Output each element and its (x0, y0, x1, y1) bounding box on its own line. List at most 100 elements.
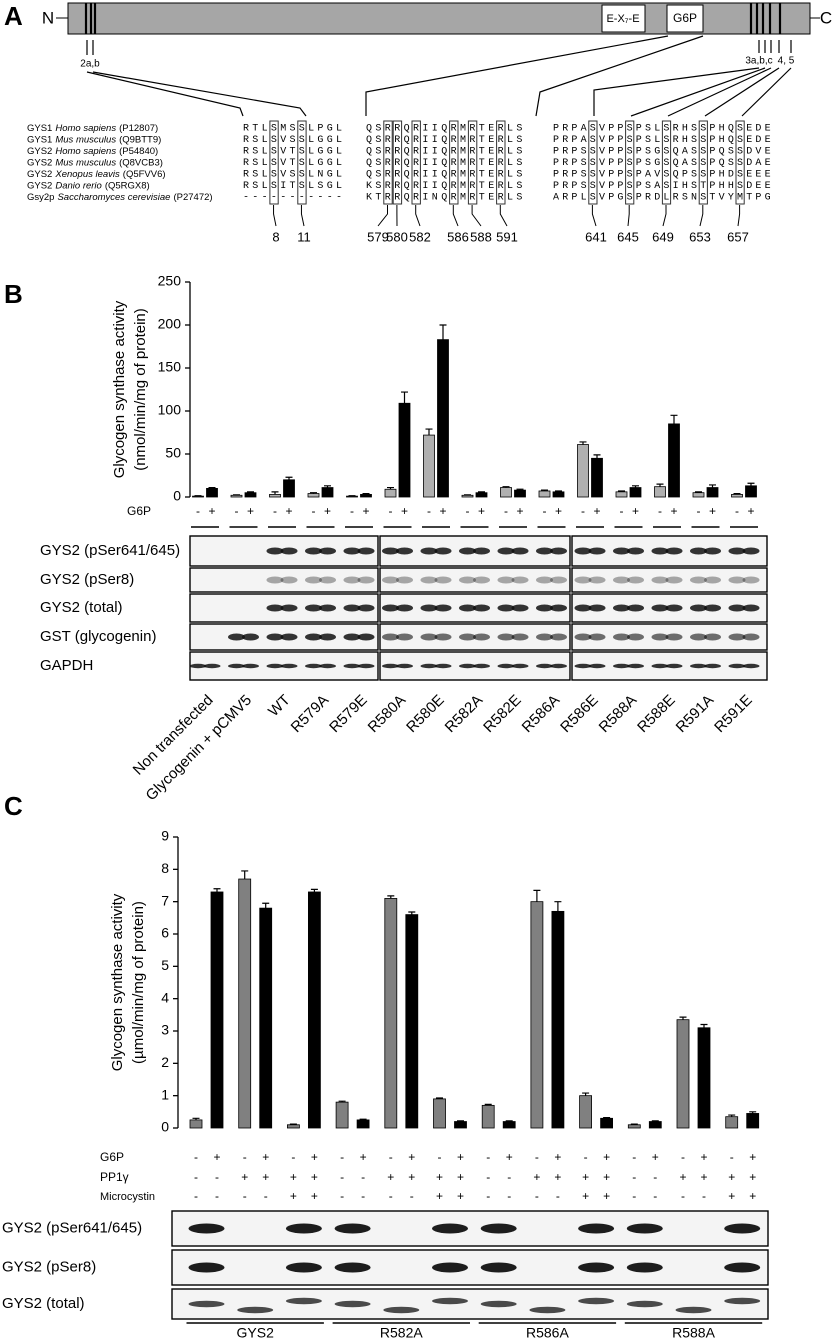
error-bar (579, 441, 587, 445)
bar (259, 907, 273, 1129)
condition-sign: - (632, 1170, 636, 1184)
condition-sign: - (361, 1189, 365, 1203)
blot-band (724, 1297, 761, 1305)
error-bar (271, 491, 279, 495)
motif-box (601, 4, 646, 33)
condition-sign: - (243, 1150, 247, 1164)
condition-sign: + (457, 1189, 464, 1203)
condition-sign: + (408, 1170, 415, 1184)
bar (551, 910, 565, 1129)
blot-band (203, 663, 221, 669)
sequence: RSLSVTSLGGL (243, 147, 345, 158)
condition-sign: + (213, 1150, 220, 1164)
condition-sign: + (749, 1150, 756, 1164)
blot-band (626, 1300, 663, 1308)
error-bar (324, 485, 331, 488)
species-label: GYS2 Mus musculus (Q8VCB3) (27, 157, 163, 168)
blot-band (382, 633, 399, 641)
blot-band (724, 1262, 761, 1273)
x-tick-label: WT (265, 692, 294, 721)
error-bar (656, 483, 664, 487)
error-bar (457, 1120, 464, 1122)
blot-band (529, 1306, 566, 1314)
blot-band (343, 547, 361, 555)
bar (514, 489, 526, 498)
g6p-sign: + (324, 504, 331, 518)
accession: (P12807) (119, 123, 158, 134)
blot-band (588, 604, 606, 612)
error-bar (728, 1114, 736, 1117)
gene: GYS2 (27, 169, 52, 180)
blot-band (578, 1297, 615, 1305)
blot-band (434, 576, 452, 584)
blot-band (626, 1223, 663, 1234)
blot-band (665, 547, 683, 555)
blot-band (420, 633, 438, 641)
error-bar (555, 490, 562, 492)
blot-band (266, 663, 284, 669)
residue-number: 580 (386, 229, 408, 244)
x-tick-label: R586E (557, 692, 601, 736)
blot-band (459, 547, 476, 555)
bar (405, 914, 419, 1129)
accession: (Q5RGX8) (105, 180, 150, 191)
y-tick-label: 200 (158, 316, 182, 332)
condition-sign: - (194, 1170, 198, 1184)
condition-sign: - (194, 1150, 198, 1164)
blot-band (237, 1306, 274, 1314)
blot-band (511, 633, 529, 641)
g6p-sign: + (285, 504, 292, 518)
blot-band (728, 576, 746, 584)
species: Mus musculus (55, 134, 116, 145)
blot-label: GYS2 (pSer8) (40, 571, 134, 588)
blot-band (319, 633, 336, 641)
residue-number: 582 (409, 229, 431, 244)
blot-band (627, 663, 644, 669)
blot-band (497, 604, 515, 612)
bar (502, 1121, 516, 1129)
g6p-sign: - (658, 504, 662, 518)
blot-frame (171, 1249, 769, 1286)
g6p-sign: - (697, 504, 701, 518)
sequence: RSLSITSLSGL (243, 181, 345, 192)
blot-frame (379, 567, 571, 593)
blot-band (651, 576, 669, 584)
blot-band (480, 1262, 517, 1273)
bar (654, 486, 666, 498)
sequence: PRPSSVPPSPSGSQASSPQSSDVE (553, 147, 774, 158)
condition-sign: - (340, 1150, 344, 1164)
blot-band (497, 663, 515, 669)
g6p-sign: - (350, 504, 354, 518)
bar (423, 434, 435, 498)
g6p-row-label: G6P (127, 504, 151, 518)
blot-band (665, 604, 683, 612)
condition-sign: + (679, 1170, 686, 1184)
blot-band (704, 547, 721, 555)
blot-band (511, 576, 529, 584)
blot-band (242, 663, 259, 669)
blot-label: GYS2 (pSer641/645) (40, 542, 180, 559)
blot-band (536, 633, 553, 641)
blot-band (189, 663, 207, 669)
group-label: R588A (672, 1325, 715, 1341)
y-tick-label: 100 (158, 402, 182, 418)
residue-box (297, 120, 307, 205)
blot-band (536, 604, 553, 612)
blot-band (627, 604, 644, 612)
error-bar (670, 414, 678, 424)
error-bar (338, 1100, 346, 1103)
blot-band (280, 604, 298, 612)
bar (600, 1117, 613, 1129)
condition-sign: - (389, 1189, 393, 1203)
residue-box (269, 120, 279, 205)
blot-band (459, 633, 476, 641)
condition-sign: - (361, 1170, 365, 1184)
blot-band (280, 547, 298, 555)
blot-band (536, 576, 553, 584)
group-label: R582A (380, 1325, 423, 1341)
species-label: GYS2 Danio rerio (Q5RGX8) (27, 180, 150, 191)
error-bar (401, 391, 408, 404)
blot-band (497, 576, 515, 584)
blot-band (704, 576, 721, 584)
error-bar (709, 484, 716, 488)
